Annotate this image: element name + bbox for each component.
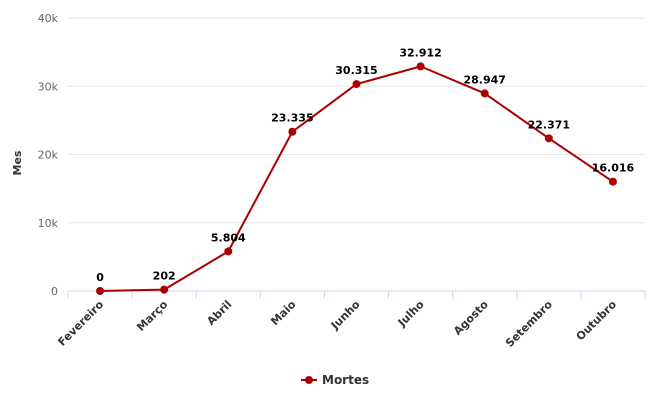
data-label: 202: [153, 270, 176, 283]
x-tick-label: Fevereiro: [55, 298, 106, 349]
data-point[interactable]: [288, 127, 297, 136]
data-label: 32.912: [399, 46, 441, 59]
x-axis: [67, 290, 646, 299]
data-label: 28.947: [463, 73, 505, 86]
x-tick-label: Julho: [395, 298, 427, 330]
x-tick-label: Agosto: [451, 298, 491, 338]
data-point[interactable]: [224, 247, 233, 256]
y-tick-label: 20k: [38, 149, 59, 162]
data-label: 30.315: [335, 64, 377, 77]
x-tick-label: Setembro: [503, 298, 555, 350]
data-labels: 0 202 5.804 23.335 30.315 32.912 28.947 22.371 1…: [96, 46, 634, 284]
x-tick-label: Março: [134, 298, 170, 334]
y-tick-label: 10k: [38, 217, 59, 230]
y-tick-label: 40k: [38, 12, 59, 25]
data-point[interactable]: [608, 177, 617, 186]
data-point[interactable]: [160, 285, 169, 294]
data-point[interactable]: [352, 80, 361, 89]
y-tick-label: 0: [51, 285, 58, 298]
data-label: 23.335: [271, 112, 313, 125]
y-axis-ticks: 0 10k 20k 30k 40k: [38, 12, 59, 298]
data-point[interactable]: [544, 134, 553, 143]
data-point[interactable]: [480, 89, 489, 98]
legend-item-mortes[interactable]: Mortes: [322, 373, 369, 387]
data-label: 16.016: [592, 162, 635, 175]
y-tick-label: 30k: [38, 80, 59, 93]
legend-dot-marker: [305, 376, 313, 384]
x-tick-label: Outubro: [574, 298, 620, 344]
legend[interactable]: Mortes: [301, 373, 369, 387]
data-label: 0: [96, 271, 104, 284]
series-mortes[interactable]: [96, 62, 617, 295]
data-label: 22.371: [528, 118, 570, 131]
data-point[interactable]: [416, 62, 425, 71]
x-tick-label: Abril: [204, 298, 234, 328]
x-axis-ticks: Fevereiro Março Abril Maio Junho Julho Agosto S…: [55, 298, 619, 350]
x-tick-label: Maio: [268, 298, 299, 329]
series-line: [100, 65, 614, 292]
y-axis-label: Mes: [11, 150, 24, 175]
data-label: 5.804: [211, 231, 246, 244]
data-point[interactable]: [96, 287, 105, 295]
x-tick-label: Junho: [328, 298, 363, 333]
